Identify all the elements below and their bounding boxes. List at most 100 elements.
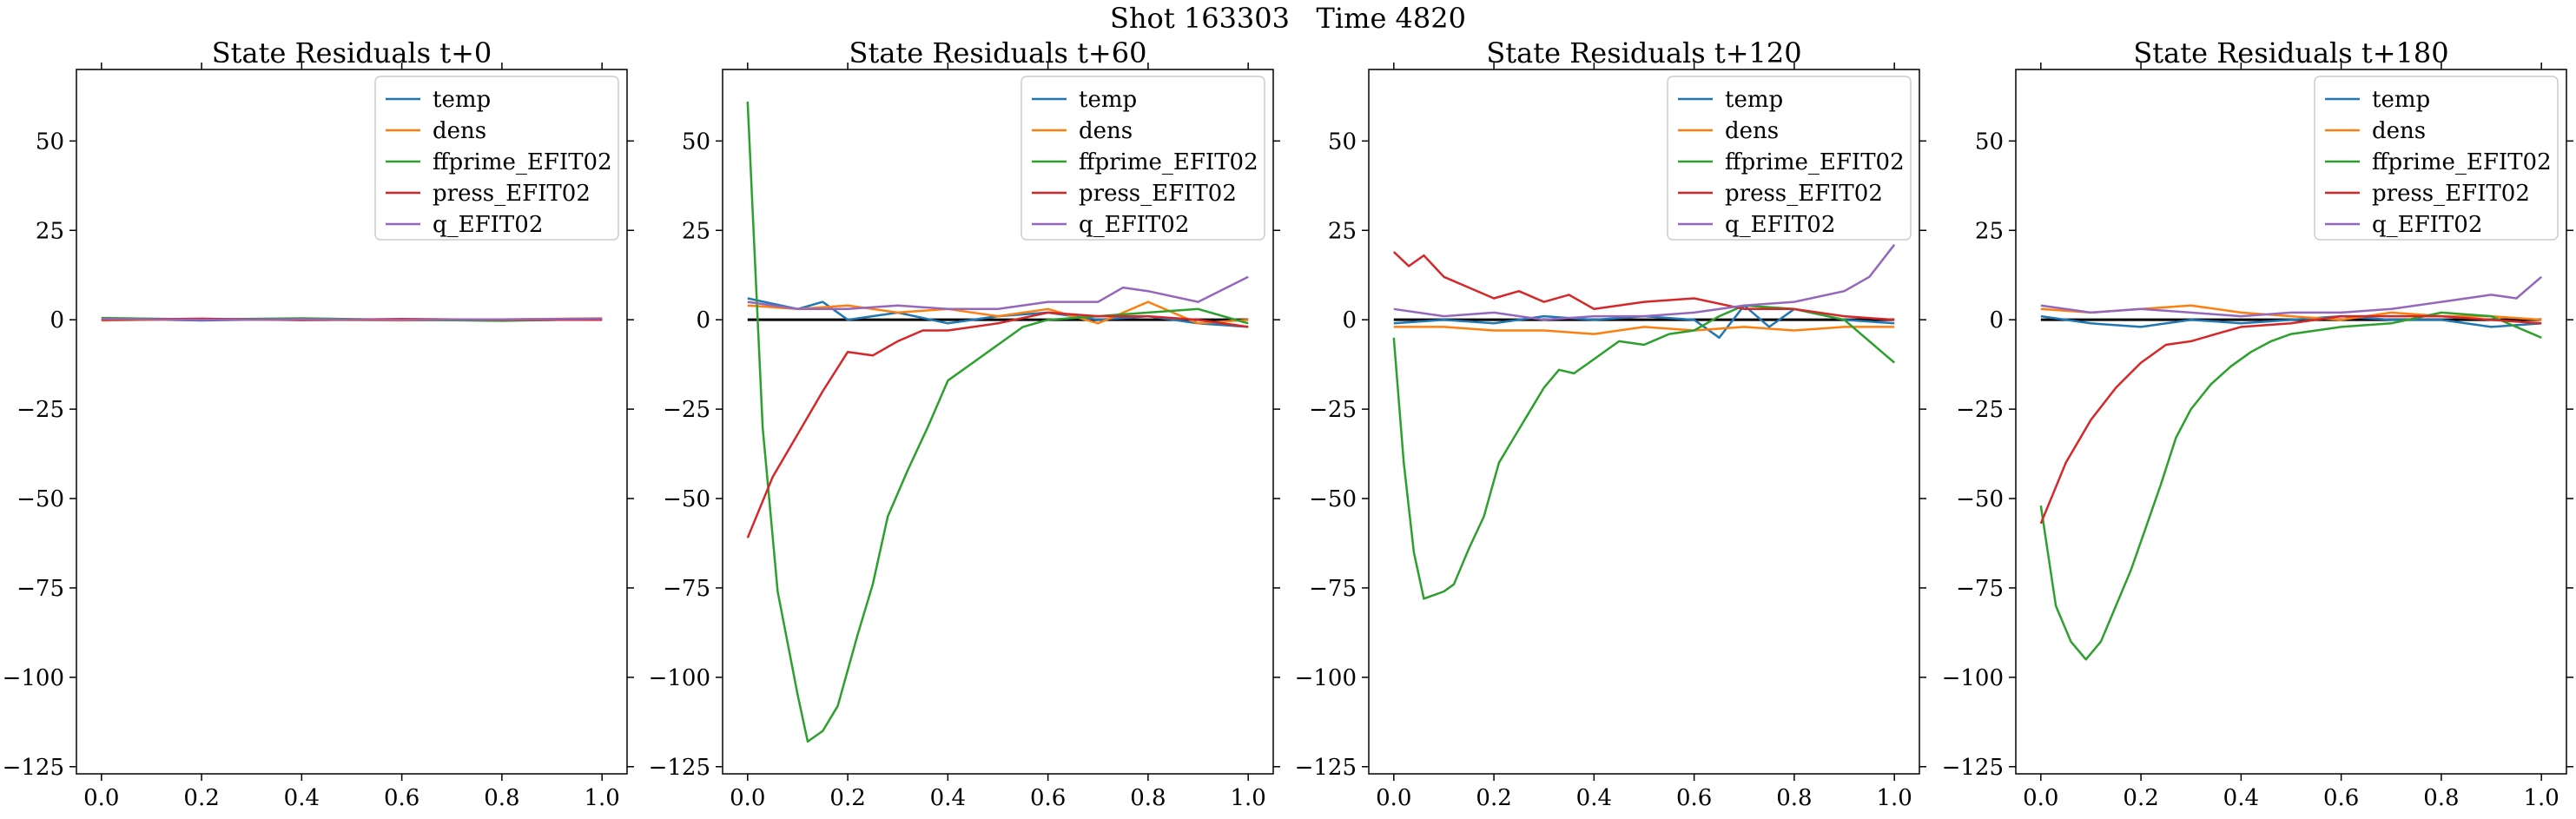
x-tick-label: 0.2 xyxy=(1476,785,1511,811)
legend-box xyxy=(1020,76,1265,241)
y-tick-label: −25 xyxy=(663,397,710,423)
x-tick-label: 0.2 xyxy=(2123,785,2158,811)
legend-label: temp xyxy=(2372,87,2430,113)
series-line-ffprime_EFIT02 xyxy=(1392,304,1896,600)
y-tick-label: −75 xyxy=(663,576,710,602)
y-tick-label: −50 xyxy=(1309,486,1357,512)
legend-label: q_EFIT02 xyxy=(433,212,543,238)
y-tick-label: −125 xyxy=(1942,755,2004,781)
x-tick-label: 0.0 xyxy=(83,785,119,811)
y-tick-label: −25 xyxy=(1309,397,1357,423)
series-line-dens xyxy=(747,301,1249,325)
y-tick-label: 0 xyxy=(696,307,710,334)
y-tick-label: 0 xyxy=(1989,307,2004,334)
y-tick-label: −125 xyxy=(3,755,64,781)
legend-box xyxy=(2314,76,2559,241)
panel-title: State Residuals t+180 xyxy=(2133,36,2448,69)
series-line-press_EFIT02 xyxy=(2039,314,2542,525)
legend-label: press_EFIT02 xyxy=(1079,181,1237,207)
legend-box xyxy=(1667,76,1912,241)
y-tick-label: 50 xyxy=(1975,129,2004,155)
x-tick-label: 0.4 xyxy=(284,785,320,811)
y-tick-label: −100 xyxy=(649,665,710,691)
legend-label: dens xyxy=(1725,118,1779,144)
y-tick-label: −50 xyxy=(1956,486,2004,512)
y-tick-label: 25 xyxy=(1328,218,1357,244)
y-tick-label: −75 xyxy=(17,576,64,602)
series-line-press_EFIT02 xyxy=(746,311,1249,538)
legend-label: q_EFIT02 xyxy=(2372,212,2482,238)
series-line-press_EFIT02 xyxy=(1392,251,1895,321)
legend-label: temp xyxy=(433,87,491,113)
y-tick-label: 25 xyxy=(36,218,64,244)
x-tick-label: 0.8 xyxy=(1130,785,1166,811)
y-tick-label: −25 xyxy=(1956,397,2004,423)
legend-label: press_EFIT02 xyxy=(2372,181,2530,207)
x-tick-label: 0.0 xyxy=(1376,785,1411,811)
x-tick-label: 0.8 xyxy=(2423,785,2459,811)
x-tick-label: 0.6 xyxy=(1676,785,1712,811)
x-tick-label: 0.8 xyxy=(1776,785,1812,811)
x-tick-label: 0.2 xyxy=(829,785,865,811)
series-line-q_EFIT02 xyxy=(2040,275,2543,318)
legend-label: ffprime_EFIT02 xyxy=(433,149,612,175)
y-tick-label: −50 xyxy=(663,486,710,512)
axes-frame xyxy=(76,69,628,775)
series-line-temp xyxy=(2040,314,2542,328)
panel-title: State Residuals t+60 xyxy=(849,36,1147,69)
legend-label: temp xyxy=(1725,87,1783,113)
x-tick-label: 0.0 xyxy=(2023,785,2058,811)
series-line-ffprime_EFIT02 xyxy=(2039,311,2542,661)
legend-label: dens xyxy=(433,118,486,144)
legend-label: ffprime_EFIT02 xyxy=(1079,149,1258,175)
legend-label: temp xyxy=(1079,87,1137,113)
x-tick-label: 1.0 xyxy=(1877,785,1912,811)
panel-title: State Residuals t+120 xyxy=(1486,36,1801,69)
legend-box xyxy=(374,76,619,241)
legend-label: dens xyxy=(1079,118,1133,144)
series-line-dens xyxy=(1393,326,1895,335)
x-tick-label: 1.0 xyxy=(585,785,620,811)
y-tick-label: −100 xyxy=(3,665,64,691)
y-tick-label: 50 xyxy=(36,129,64,155)
axes-frame xyxy=(722,69,1274,775)
legend-label: ffprime_EFIT02 xyxy=(1725,149,1905,175)
y-tick-label: 50 xyxy=(1328,129,1357,155)
series-line-temp xyxy=(1393,304,1895,340)
y-tick-label: −125 xyxy=(1295,755,1357,781)
series-line-q_EFIT02 xyxy=(101,317,603,321)
y-tick-label: 0 xyxy=(50,307,64,334)
series-line-q_EFIT02 xyxy=(1393,243,1896,321)
axes-frame xyxy=(1368,69,1920,775)
x-tick-label: 0.6 xyxy=(384,785,419,811)
x-tick-label: 0.2 xyxy=(183,785,219,811)
x-tick-label: 0.4 xyxy=(2223,785,2259,811)
y-tick-label: −75 xyxy=(1956,576,2004,602)
x-tick-label: 0.8 xyxy=(484,785,519,811)
x-tick-label: 0.4 xyxy=(930,785,966,811)
y-tick-label: 25 xyxy=(682,218,710,244)
y-tick-label: −75 xyxy=(1309,576,1357,602)
figure-title: Shot 163303 Time 4820 xyxy=(1110,2,1466,35)
legend-label: ffprime_EFIT02 xyxy=(2372,149,2552,175)
y-tick-label: −50 xyxy=(17,486,64,512)
legend-label: q_EFIT02 xyxy=(1079,212,1189,238)
y-tick-label: 25 xyxy=(1975,218,2004,244)
x-tick-label: 0.6 xyxy=(1030,785,1066,811)
y-tick-label: −25 xyxy=(17,397,64,423)
series-line-ffprime_EFIT02 xyxy=(746,102,1249,743)
panel-title: State Residuals t+0 xyxy=(212,36,492,69)
axes-frame xyxy=(2015,69,2567,775)
x-tick-label: 0.4 xyxy=(1576,785,1612,811)
legend-label: press_EFIT02 xyxy=(1725,181,1883,207)
y-tick-label: −125 xyxy=(649,755,710,781)
x-tick-label: 0.6 xyxy=(2323,785,2359,811)
y-tick-label: 50 xyxy=(682,129,710,155)
y-tick-label: −100 xyxy=(1295,665,1357,691)
y-tick-label: −100 xyxy=(1942,665,2004,691)
legend-label: dens xyxy=(2372,118,2426,144)
x-tick-label: 0.0 xyxy=(730,785,765,811)
x-tick-label: 1.0 xyxy=(1231,785,1266,811)
y-tick-label: 0 xyxy=(1342,307,1357,334)
